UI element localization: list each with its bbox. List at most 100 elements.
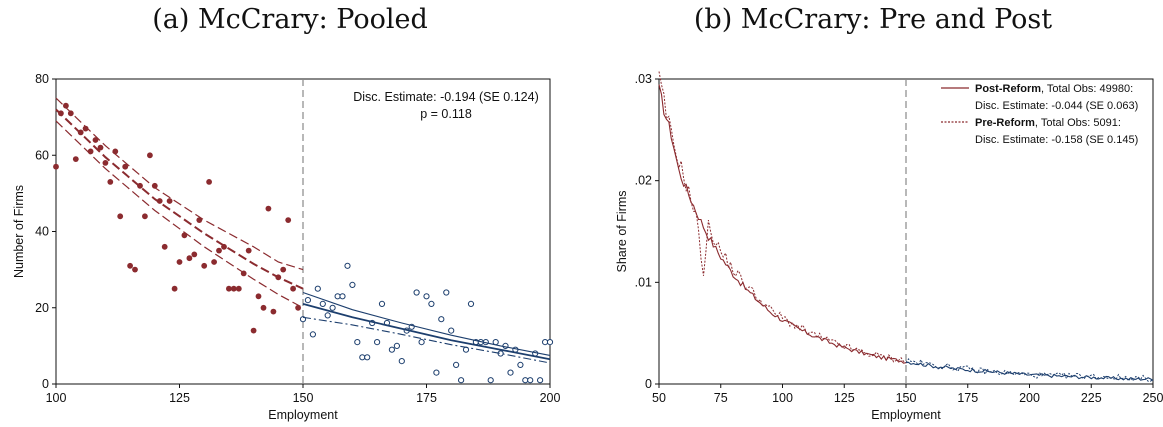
pre-cutoff-point <box>63 102 69 109</box>
pre-cutoff-point <box>102 160 109 166</box>
pre-cutoff-point <box>97 144 104 151</box>
pre-cutoff-point <box>216 247 222 254</box>
x-tick-label: 250 <box>1143 391 1163 405</box>
pre-cutoff-point <box>270 308 277 315</box>
x-tick-label: 100 <box>46 391 67 405</box>
pre-cutoff-point <box>250 327 257 334</box>
post-cutoff-point <box>319 300 326 307</box>
post-cutoff-point <box>304 297 311 304</box>
right-ci-upper-line <box>302 291 551 356</box>
post-reform-line-right <box>905 361 1154 381</box>
post-cutoff-point <box>537 377 544 384</box>
pre-cutoff-point <box>122 163 129 170</box>
post-cutoff-point <box>467 300 475 307</box>
left-ci-upper-line <box>55 97 304 271</box>
post-cutoff-point <box>428 300 435 307</box>
p-value-annotation: p = 0.118 <box>420 107 472 121</box>
x-tick-label: 225 <box>1081 391 1102 405</box>
post-cutoff-point <box>487 377 494 384</box>
legend-series-obs: , Total Obs: 5091: <box>1035 117 1121 129</box>
pre-cutoff-point <box>166 198 173 204</box>
post-cutoff-point <box>448 327 455 334</box>
post-cutoff-point <box>349 281 356 288</box>
x-tick-label: 150 <box>896 391 917 405</box>
pre-cutoff-point <box>211 259 218 265</box>
pre-cutoff-point <box>226 285 232 292</box>
post-cutoff-point <box>393 342 400 349</box>
pre-reform-line-right <box>905 358 1154 382</box>
pre-cutoff-point <box>82 125 89 132</box>
pre-cutoff-point <box>255 293 262 300</box>
x-tick-label: 150 <box>293 391 314 405</box>
post-cutoff-point <box>364 354 371 361</box>
x-tick-label: 100 <box>772 391 793 405</box>
pre-cutoff-point <box>161 243 168 250</box>
post-cutoff-point <box>443 289 450 296</box>
legend-entry-estimate: Disc. Estimate: -0.158 (SE 0.145) <box>975 134 1138 146</box>
post-cutoff-point <box>378 300 386 307</box>
post-cutoff-point <box>324 312 331 319</box>
pre-cutoff-point <box>235 285 242 292</box>
right-fit-line <box>302 303 551 361</box>
post-cutoff-point <box>527 377 534 384</box>
post-cutoff-point <box>314 285 321 292</box>
legend-entry: Pre-Reform, Total Obs: 5091: <box>975 117 1121 129</box>
pre-cutoff-point <box>265 205 272 212</box>
pre-cutoff-point <box>290 285 296 292</box>
y-tick-label: 0 <box>42 377 49 391</box>
pre-cutoff-point <box>186 255 193 262</box>
y-tick-label: .03 <box>635 72 652 86</box>
post-cutoff-point <box>438 316 445 323</box>
x-tick-label: 75 <box>714 391 728 405</box>
pre-cutoff-point <box>107 179 114 185</box>
post-cutoff-point <box>453 361 460 368</box>
pre-cutoff-point <box>196 217 203 224</box>
post-cutoff-point <box>413 289 420 296</box>
x-tick-label: 200 <box>540 391 561 405</box>
left-ci-lower-line <box>55 120 304 309</box>
post-reform-line-left <box>658 84 907 364</box>
legend-entry: Post-Reform, Total Obs: 49980: <box>975 83 1133 95</box>
right-ci-lower-line <box>302 316 551 364</box>
pre-reform-line-left <box>658 71 907 364</box>
pre-cutoff-point <box>285 217 292 224</box>
pre-cutoff-point <box>92 137 99 143</box>
panel-b: (b) McCrary: Pre and Post 50 75 100 125 150 1… <box>583 0 1163 427</box>
chart-a-plot: 100 125 150 175 200 0 20 40 60 80 Employment Number… <box>12 72 561 422</box>
x-tick-label: 50 <box>652 391 666 405</box>
pre-cutoff-point <box>201 262 208 269</box>
legend-entry-estimate: Disc. Estimate: -0.044 (SE 0.063) <box>975 100 1138 112</box>
y-tick-label: 0 <box>645 377 652 391</box>
pre-cutoff-point <box>127 262 133 269</box>
pre-cutoff-point <box>171 285 178 292</box>
pre-cutoff-point <box>245 247 252 254</box>
pre-cutoff-point <box>260 304 267 311</box>
y-tick-label: 20 <box>35 301 49 315</box>
post-cutoff-point <box>458 377 465 384</box>
pre-cutoff-point <box>67 110 74 117</box>
pre-cutoff-point <box>72 156 79 163</box>
post-cutoff-point <box>418 339 425 346</box>
legend-series-name: Pre-Reform <box>975 117 1035 129</box>
post-cutoff-point <box>344 262 351 269</box>
chart-b-plot: 50 75 100 125 150 175 200 225 250 0 .01 .02 .03 Emplo… <box>615 71 1163 422</box>
pre-cutoff-point <box>87 148 94 155</box>
left-fit-line <box>55 108 304 290</box>
post-cutoff-point <box>398 358 405 365</box>
post-cutoff-point <box>517 361 524 368</box>
pre-cutoff-point <box>132 266 138 273</box>
pre-cutoff-point <box>142 213 148 220</box>
x-tick-label: 200 <box>1019 391 1040 405</box>
y-axis-label: Share of Firms <box>615 191 629 273</box>
pre-cutoff-point <box>206 179 213 185</box>
pre-cutoff-point <box>176 259 183 265</box>
x-tick-label: 175 <box>957 391 978 405</box>
y-tick-label: .01 <box>635 275 652 289</box>
pre-cutoff-point <box>117 213 124 220</box>
x-tick-label: 175 <box>416 391 437 405</box>
x-tick-label: 125 <box>169 391 190 405</box>
disc-estimate-annotation: Disc. Estimate: -0.194 (SE 0.124) <box>353 90 539 104</box>
x-axis-label: Employment <box>871 408 941 422</box>
post-cutoff-point <box>546 339 554 346</box>
pre-cutoff-point <box>230 285 237 292</box>
